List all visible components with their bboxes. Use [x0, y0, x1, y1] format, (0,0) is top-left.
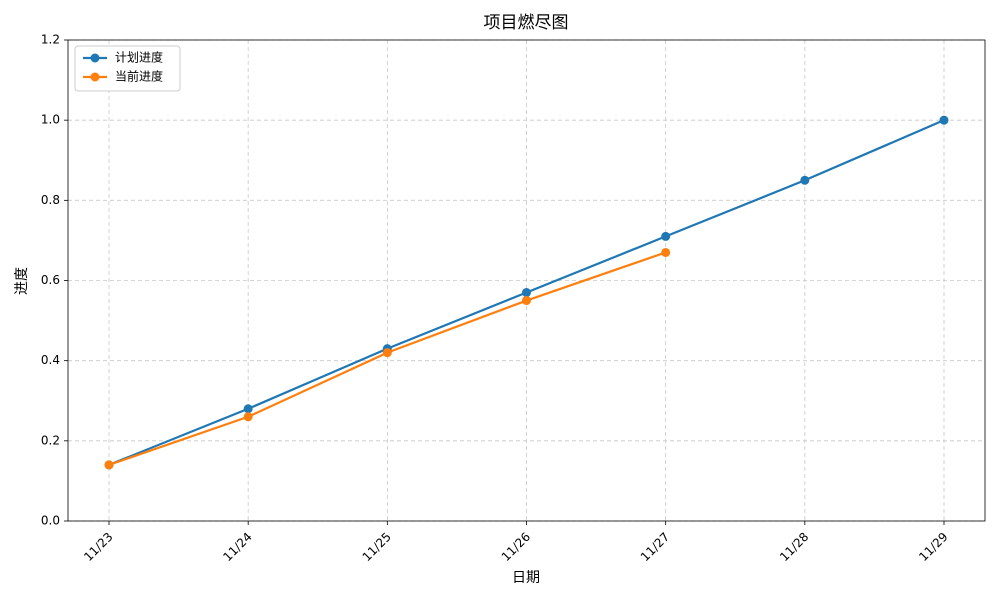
- x-tick-label: 11/28: [777, 530, 811, 564]
- y-tick-label: 0.8: [41, 193, 60, 207]
- legend-marker: [90, 53, 100, 63]
- x-tick-label: 11/24: [220, 530, 254, 564]
- data-point: [382, 348, 392, 358]
- x-tick-label: 11/23: [81, 530, 115, 564]
- x-tick-label: 11/27: [638, 530, 672, 564]
- data-point: [661, 247, 671, 257]
- data-point: [661, 231, 671, 241]
- data-point: [243, 404, 253, 414]
- plot-frame: [67, 39, 986, 522]
- x-tick-label: 11/26: [499, 530, 533, 564]
- data-point: [243, 412, 253, 422]
- chart-title: 项目燃尽图: [484, 13, 569, 33]
- y-tick-label: 0.0: [41, 514, 60, 528]
- data-point: [800, 175, 810, 185]
- x-tick-label: 11/25: [360, 530, 394, 564]
- y-axis-label: 进度: [14, 267, 30, 295]
- data-point: [522, 296, 531, 306]
- y-tick-label: 0.6: [41, 273, 60, 287]
- y-tick-label: 0.2: [41, 433, 60, 447]
- legend-marker: [90, 72, 100, 82]
- legend-label: 当前进度: [115, 69, 163, 84]
- y-tick-label: 0.4: [41, 353, 60, 367]
- data-point: [939, 115, 949, 125]
- data-point: [104, 460, 114, 470]
- y-tick-label: 1.0: [41, 113, 60, 127]
- x-tick-label: 11/29: [916, 530, 950, 564]
- data-point: [522, 288, 531, 298]
- legend-label: 计划进度: [115, 50, 163, 65]
- x-axis-label: 日期: [512, 570, 540, 586]
- y-tick-label: 1.2: [41, 33, 60, 47]
